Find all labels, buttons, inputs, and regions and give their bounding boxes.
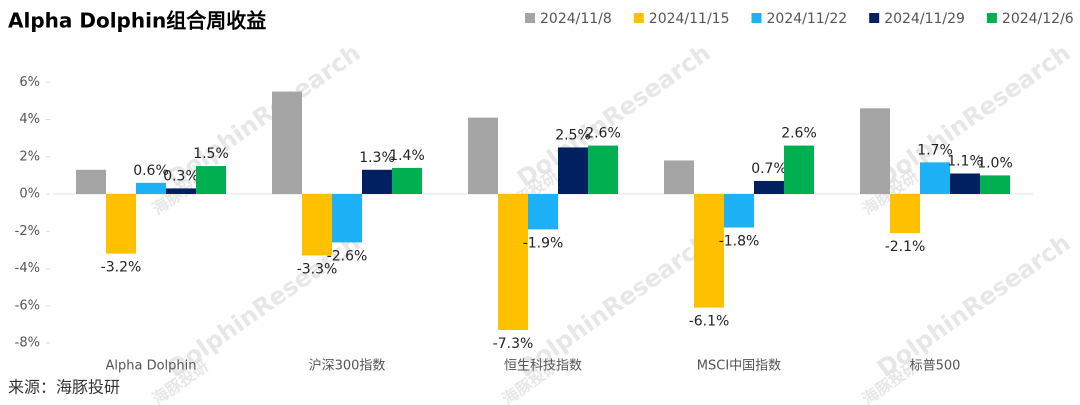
data-label: -3.2%	[101, 260, 142, 276]
bar	[196, 166, 226, 194]
bar	[166, 188, 196, 194]
data-label: 0.6%	[133, 163, 169, 179]
bar	[664, 160, 694, 194]
x-tick-label: Alpha Dolphin	[105, 359, 196, 374]
y-tick-label: -8%	[15, 336, 40, 351]
legend-label: 2024/11/8	[540, 11, 612, 27]
bar	[332, 194, 362, 243]
bar	[302, 194, 332, 256]
bar	[920, 162, 950, 194]
data-label: 1.0%	[977, 155, 1013, 171]
bar	[784, 145, 814, 194]
bar	[528, 194, 558, 230]
bar	[890, 194, 920, 234]
y-tick-label: 2%	[19, 149, 40, 164]
data-label: 1.3%	[359, 150, 395, 166]
data-label: 1.4%	[389, 148, 425, 164]
bar	[860, 108, 890, 194]
data-label: 0.7%	[751, 161, 787, 177]
bar	[136, 182, 166, 194]
x-tick-label: 恒生科技指数	[504, 359, 582, 374]
x-tick-label: 标普500	[910, 359, 961, 374]
data-label: 1.7%	[917, 142, 953, 158]
bar	[558, 147, 588, 194]
bar	[76, 169, 106, 194]
legend-label: 2024/12/6	[1002, 11, 1074, 27]
data-label: 1.1%	[947, 154, 983, 170]
data-label: 2.6%	[781, 126, 817, 142]
data-label: 2.5%	[555, 127, 591, 143]
data-label: -1.8%	[719, 234, 760, 250]
bar	[588, 145, 618, 194]
legend-label: 2024/11/29	[884, 11, 965, 27]
bar	[392, 167, 422, 194]
data-label: 2.6%	[585, 126, 621, 142]
data-label: -1.9%	[523, 235, 564, 251]
x-tick-label: 沪深300指数	[309, 358, 386, 374]
data-label: 0.3%	[163, 168, 199, 184]
bar	[468, 117, 498, 194]
legend-swatch	[633, 13, 644, 23]
legend-label: 2024/11/22	[767, 11, 848, 27]
x-tick-label: MSCI中国指数	[697, 359, 781, 374]
bar	[498, 194, 528, 330]
data-label: -7.3%	[493, 336, 534, 352]
legend-swatch	[525, 13, 535, 23]
bar	[694, 194, 724, 308]
bar	[724, 194, 754, 228]
legend-swatch	[986, 13, 997, 23]
data-label: -2.1%	[885, 239, 926, 255]
data-label: -6.1%	[689, 314, 730, 330]
bar	[754, 180, 784, 194]
watermark: DolphinResearch	[872, 39, 1076, 193]
bar	[980, 175, 1010, 194]
legend-swatch	[751, 13, 762, 23]
y-tick-label: -6%	[15, 298, 40, 313]
source-note: 来源：海豚投研	[8, 378, 120, 397]
bar	[362, 169, 392, 194]
data-label: -3.3%	[297, 261, 338, 277]
legend-label: 2024/11/15	[649, 11, 730, 27]
y-tick-label: 6%	[19, 75, 40, 90]
bar	[272, 91, 302, 194]
bar	[950, 173, 980, 194]
data-label: 1.5%	[193, 146, 229, 162]
y-tick-label: 0%	[19, 187, 40, 202]
chart-title: Alpha Dolphin组合周收益	[8, 9, 266, 33]
data-label: -2.6%	[327, 248, 368, 264]
legend-swatch	[869, 13, 880, 23]
y-tick-label: 4%	[19, 112, 40, 127]
y-tick-label: -2%	[15, 224, 40, 239]
y-tick-label: -4%	[15, 261, 40, 276]
bar	[106, 194, 136, 254]
